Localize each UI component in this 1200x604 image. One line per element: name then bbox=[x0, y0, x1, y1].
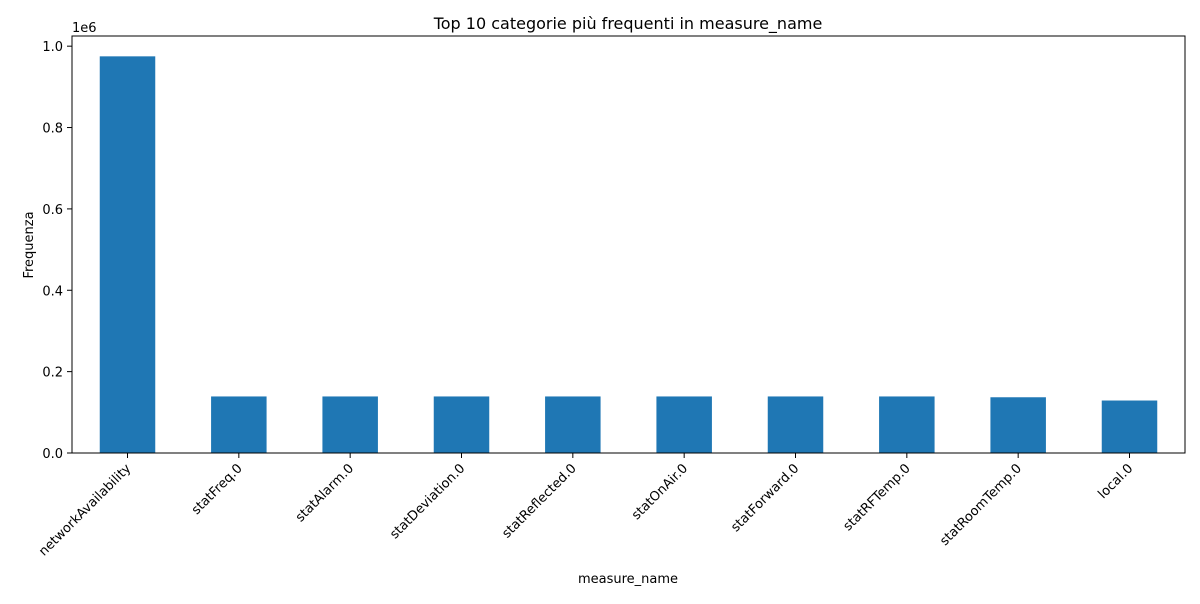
x-tick-label: statReflected.0 bbox=[499, 461, 579, 541]
x-tick-label: local.0 bbox=[1096, 461, 1137, 502]
x-tick-label: statOnAir.0 bbox=[629, 461, 691, 523]
x-tick-label: statDeviation.0 bbox=[387, 461, 468, 542]
y-tick-label: 0.2 bbox=[42, 366, 63, 381]
y-tick-label: 0.8 bbox=[42, 122, 63, 137]
y-tick-label: 0.6 bbox=[42, 203, 63, 218]
bar bbox=[767, 396, 824, 453]
bar bbox=[99, 56, 156, 454]
plot-frame bbox=[71, 35, 1186, 454]
y-axis-label: Frequenza bbox=[22, 211, 37, 278]
x-tick-label: statRFTemp.0 bbox=[841, 461, 914, 534]
bar bbox=[433, 396, 490, 453]
bar bbox=[322, 396, 378, 453]
x-tick-label: statRoomTemp.0 bbox=[937, 461, 1025, 549]
bar bbox=[990, 397, 1046, 453]
bar bbox=[656, 396, 712, 453]
x-axis-label: measure_name bbox=[578, 572, 678, 587]
x-tick-label: statAlarm.0 bbox=[293, 461, 357, 525]
y-axis: 0.0 0.2 0.4 0.6 0.8 1.0 bbox=[42, 40, 72, 462]
chart-title: Top 10 categorie più frequenti in measur… bbox=[433, 14, 823, 34]
bar bbox=[1101, 400, 1158, 453]
x-tick-label: statForward.0 bbox=[728, 461, 802, 535]
bars-group bbox=[99, 56, 1158, 454]
y-tick-label: 1.0 bbox=[42, 40, 63, 55]
bar bbox=[879, 396, 935, 453]
y-tick-label: 0.0 bbox=[42, 447, 63, 462]
y-tick-label: 0.4 bbox=[42, 284, 63, 299]
bar bbox=[545, 396, 601, 453]
x-axis: networkAvailability statFreq.0 statAlarm.0… bbox=[36, 453, 1136, 559]
y-scale-label: 1e6 bbox=[72, 21, 97, 36]
bar bbox=[211, 396, 267, 453]
x-tick-label: networkAvailability bbox=[36, 461, 134, 559]
x-tick-label: statFreq.0 bbox=[189, 461, 246, 518]
